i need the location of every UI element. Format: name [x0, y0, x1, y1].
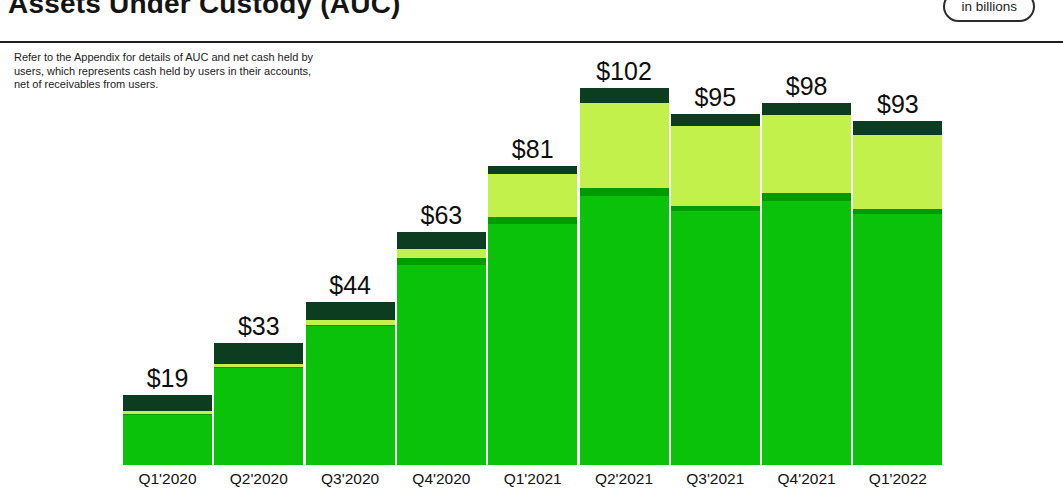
top-dark-green-segment: [488, 166, 577, 175]
top-dark-green-segment: [671, 114, 760, 126]
bar-Q3'2021: [671, 114, 760, 465]
bar-Q4'2021: [762, 103, 851, 465]
bottom-bright-green-segment: [488, 224, 577, 465]
bar-total-label: $44: [306, 271, 395, 299]
x-axis-label: Q4'2021: [762, 470, 851, 488]
bottom-bright-green-segment: [397, 265, 486, 465]
bottom-bright-green-segment: [671, 211, 760, 465]
stacked-bar-chart: $19 Q1'2020 $33 Q2'2020 $44 Q3'2020 $63 Q4'2020…: [0, 0, 1063, 497]
x-axis-label: Q4'2020: [397, 470, 486, 488]
lime-green-segment: [580, 103, 669, 188]
top-dark-green-segment: [397, 232, 486, 249]
x-axis-label: Q1'2020: [123, 470, 212, 488]
lime-green-segment: [762, 115, 851, 193]
lime-green-segment: [214, 364, 303, 367]
bar-total-label: $63: [397, 201, 486, 229]
bar-Q1'2021: [488, 166, 577, 465]
x-axis-label: Q3'2020: [306, 470, 395, 488]
bottom-bright-green-segment: [580, 196, 669, 465]
x-axis-label: Q2'2021: [580, 470, 669, 488]
top-dark-green-segment: [306, 302, 395, 320]
top-dark-green-segment: [580, 88, 669, 103]
bar-Q2'2020: [214, 343, 303, 465]
thin-medium-green-segment: [762, 193, 851, 202]
bar-total-label: $95: [671, 83, 760, 111]
lime-green-segment: [671, 126, 760, 206]
x-axis-label: Q1'2021: [488, 470, 577, 488]
top-dark-green-segment: [853, 121, 942, 135]
bottom-bright-green-segment: [214, 367, 303, 465]
bottom-bright-green-segment: [853, 214, 942, 465]
x-axis-label: Q2'2020: [214, 470, 303, 488]
top-dark-green-segment: [762, 103, 851, 115]
thin-medium-green-segment: [671, 206, 760, 211]
lime-green-segment: [853, 135, 942, 209]
lime-green-segment: [397, 249, 486, 258]
thin-medium-green-segment: [306, 325, 395, 326]
lime-green-segment: [123, 411, 212, 414]
bar-total-label: $19: [123, 364, 212, 392]
lime-green-segment: [306, 320, 395, 325]
top-dark-green-segment: [214, 343, 303, 364]
bottom-bright-green-segment: [762, 201, 851, 465]
bar-Q1'2020: [123, 395, 212, 465]
thin-medium-green-segment: [397, 258, 486, 265]
bar-Q1'2022: [853, 121, 942, 465]
bar-total-label: $33: [214, 312, 303, 340]
bar-total-label: $81: [488, 135, 577, 163]
bottom-bright-green-segment: [306, 326, 395, 465]
page-root: Assets Under Custody (AUC) in billions R…: [0, 0, 1063, 497]
x-axis-label: Q1'2022: [853, 470, 942, 488]
bar-total-label: $98: [762, 72, 851, 100]
lime-green-segment: [488, 174, 577, 216]
bar-total-label: $93: [853, 90, 942, 118]
bar-Q4'2020: [397, 232, 486, 465]
top-dark-green-segment: [123, 395, 212, 412]
bottom-bright-green-segment: [123, 415, 212, 465]
bar-Q2'2021: [580, 88, 669, 465]
x-axis-label: Q3'2021: [671, 470, 760, 488]
thin-medium-green-segment: [488, 217, 577, 224]
thin-medium-green-segment: [580, 188, 669, 196]
bar-Q3'2020: [306, 302, 395, 465]
bar-total-label: $102: [580, 57, 669, 85]
thin-medium-green-segment: [853, 209, 942, 214]
